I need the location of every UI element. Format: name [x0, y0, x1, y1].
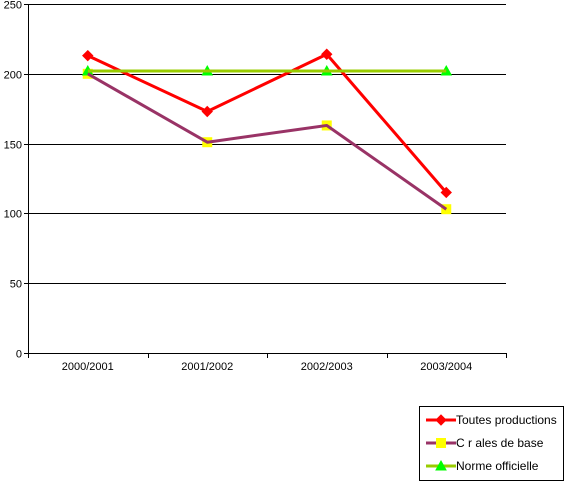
legend-swatch-marker [435, 459, 447, 471]
x-tick-label: 2002/2003 [301, 361, 353, 373]
legend: Toutes productions C r ales de base Norme … [419, 406, 564, 481]
x-tick-label: 2003/2004 [420, 361, 472, 373]
legend-label: Toutes productions [456, 413, 557, 427]
y-tick-label: 100 [4, 209, 22, 221]
legend-label: Norme officielle [456, 459, 539, 473]
series-line-2 [87, 72, 448, 211]
y-tick-label: 50 [10, 279, 22, 291]
series-markers [81, 48, 453, 215]
y-tick-label: 200 [4, 70, 22, 82]
y-tick-label: 250 [4, 0, 22, 12]
y-tick-label: 150 [4, 140, 22, 152]
x-tick-label: 2000/2001 [62, 361, 114, 373]
axes: 0 50 100 150 200 250 2000/2001 2001/2002 2002/20… [4, 0, 507, 373]
legend-label: C r ales de base [456, 436, 544, 450]
legend-swatch-marker [436, 438, 446, 448]
gridlines [28, 4, 506, 284]
series-line-1 [87, 52, 448, 194]
x-tick-label: 2001/2002 [181, 361, 233, 373]
series-lines [81, 48, 453, 215]
y-tick-label: 0 [16, 349, 22, 361]
legend-swatch-marker [435, 414, 447, 426]
